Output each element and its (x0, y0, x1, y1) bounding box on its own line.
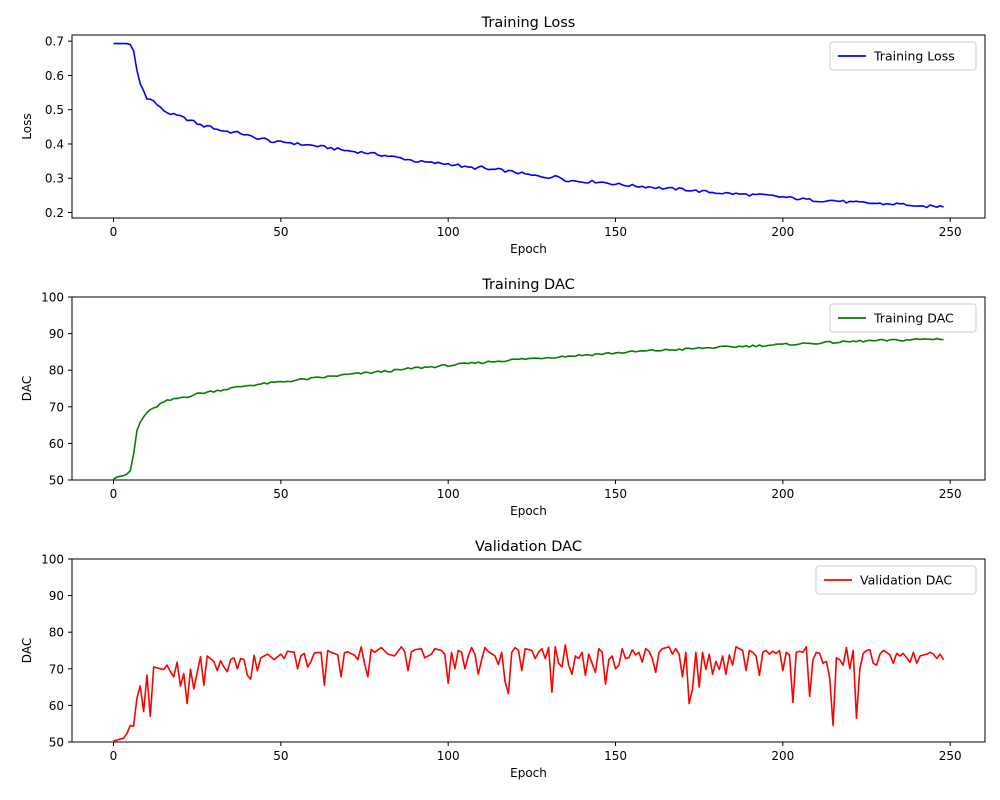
x-tick-label: 150 (604, 225, 627, 239)
y-tick-label: 0.2 (45, 206, 64, 220)
y-tick-label: 0.3 (45, 172, 64, 186)
legend-box (815, 565, 977, 595)
y-tick-label: 70 (49, 662, 64, 676)
axes-frame (71, 34, 986, 219)
legend: Training Loss (829, 41, 977, 71)
legend-label: Validation DAC (860, 573, 952, 588)
x-tick-label: 100 (437, 487, 460, 501)
y-axis-label: Loss (20, 113, 34, 139)
x-tick-label: 150 (604, 487, 627, 501)
y-tick-label: 80 (49, 626, 64, 640)
x-tick-label: 250 (939, 225, 962, 239)
y-tick-label: 90 (49, 589, 64, 603)
y-tick-label: 90 (49, 327, 64, 341)
x-tick-label: 250 (939, 749, 962, 763)
legend-label: Training DAC (873, 311, 954, 326)
series-line-training-loss (113, 42, 944, 209)
legend: Training DAC (829, 303, 977, 333)
x-tick-label: 250 (939, 487, 962, 501)
chart-title: Validation DAC (475, 539, 582, 555)
x-tick-label: 50 (273, 749, 288, 763)
subplot-1: 0 50 100 150 200 250 0.2 0.3 0.4 0.5 0.6 0.7 Trainin… (20, 15, 986, 256)
y-tick-label: 100 (41, 553, 64, 567)
x-tick-label: 50 (273, 225, 288, 239)
y-tick-label: 0.5 (45, 103, 64, 117)
subplot-3: 0 50 100 150 200 250 50 60 70 80 90 100 Validation D… (20, 539, 986, 780)
y-tick-label: 0.4 (45, 137, 64, 151)
legend-box (829, 303, 977, 333)
subplot-2: 0 50 100 150 200 250 50 60 70 80 90 100 Training DAC… (20, 277, 986, 518)
y-tick-label: 80 (49, 364, 64, 378)
x-tick-label: 200 (771, 225, 794, 239)
legend-box (829, 41, 977, 71)
x-tick-label: 50 (273, 487, 288, 501)
x-tick-label: 200 (771, 487, 794, 501)
x-tick-label: 100 (437, 749, 460, 763)
legend-label: Training Loss (873, 49, 955, 64)
chart-title: Training Loss (481, 15, 576, 31)
x-tick-label: 0 (110, 487, 118, 501)
x-tick-label: 100 (437, 225, 460, 239)
chart-title: Training DAC (481, 277, 575, 293)
y-tick-label: 50 (49, 474, 64, 488)
x-tick-label: 0 (110, 225, 118, 239)
y-tick-label: 70 (49, 400, 64, 414)
axes-frame (71, 558, 986, 743)
x-tick-label: 0 (110, 749, 118, 763)
series-line-validation-dac (113, 644, 945, 742)
y-tick-label: 0.6 (45, 69, 64, 83)
y-axis-label: DAC (20, 638, 34, 663)
y-tick-label: 60 (49, 699, 64, 713)
axes-frame (71, 296, 986, 481)
x-tick-label: 200 (771, 749, 794, 763)
y-axis-label: DAC (20, 376, 34, 401)
legend: Validation DAC (815, 565, 977, 595)
y-tick-label: 100 (41, 291, 64, 305)
y-tick-label: 50 (49, 736, 64, 750)
x-axis-label: Epoch (510, 242, 547, 256)
x-axis-label: Epoch (510, 766, 547, 780)
y-tick-label: 60 (49, 437, 64, 451)
y-tick-label: 0.7 (45, 35, 64, 49)
series-line-training-dac (113, 337, 944, 480)
x-tick-label: 150 (604, 749, 627, 763)
x-axis-label: Epoch (510, 504, 547, 518)
